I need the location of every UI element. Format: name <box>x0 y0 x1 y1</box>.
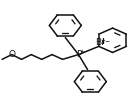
Text: O: O <box>8 50 15 59</box>
Text: P: P <box>76 50 81 59</box>
Text: −: − <box>105 38 110 43</box>
Text: Br: Br <box>95 38 105 47</box>
Text: +: + <box>80 49 85 54</box>
